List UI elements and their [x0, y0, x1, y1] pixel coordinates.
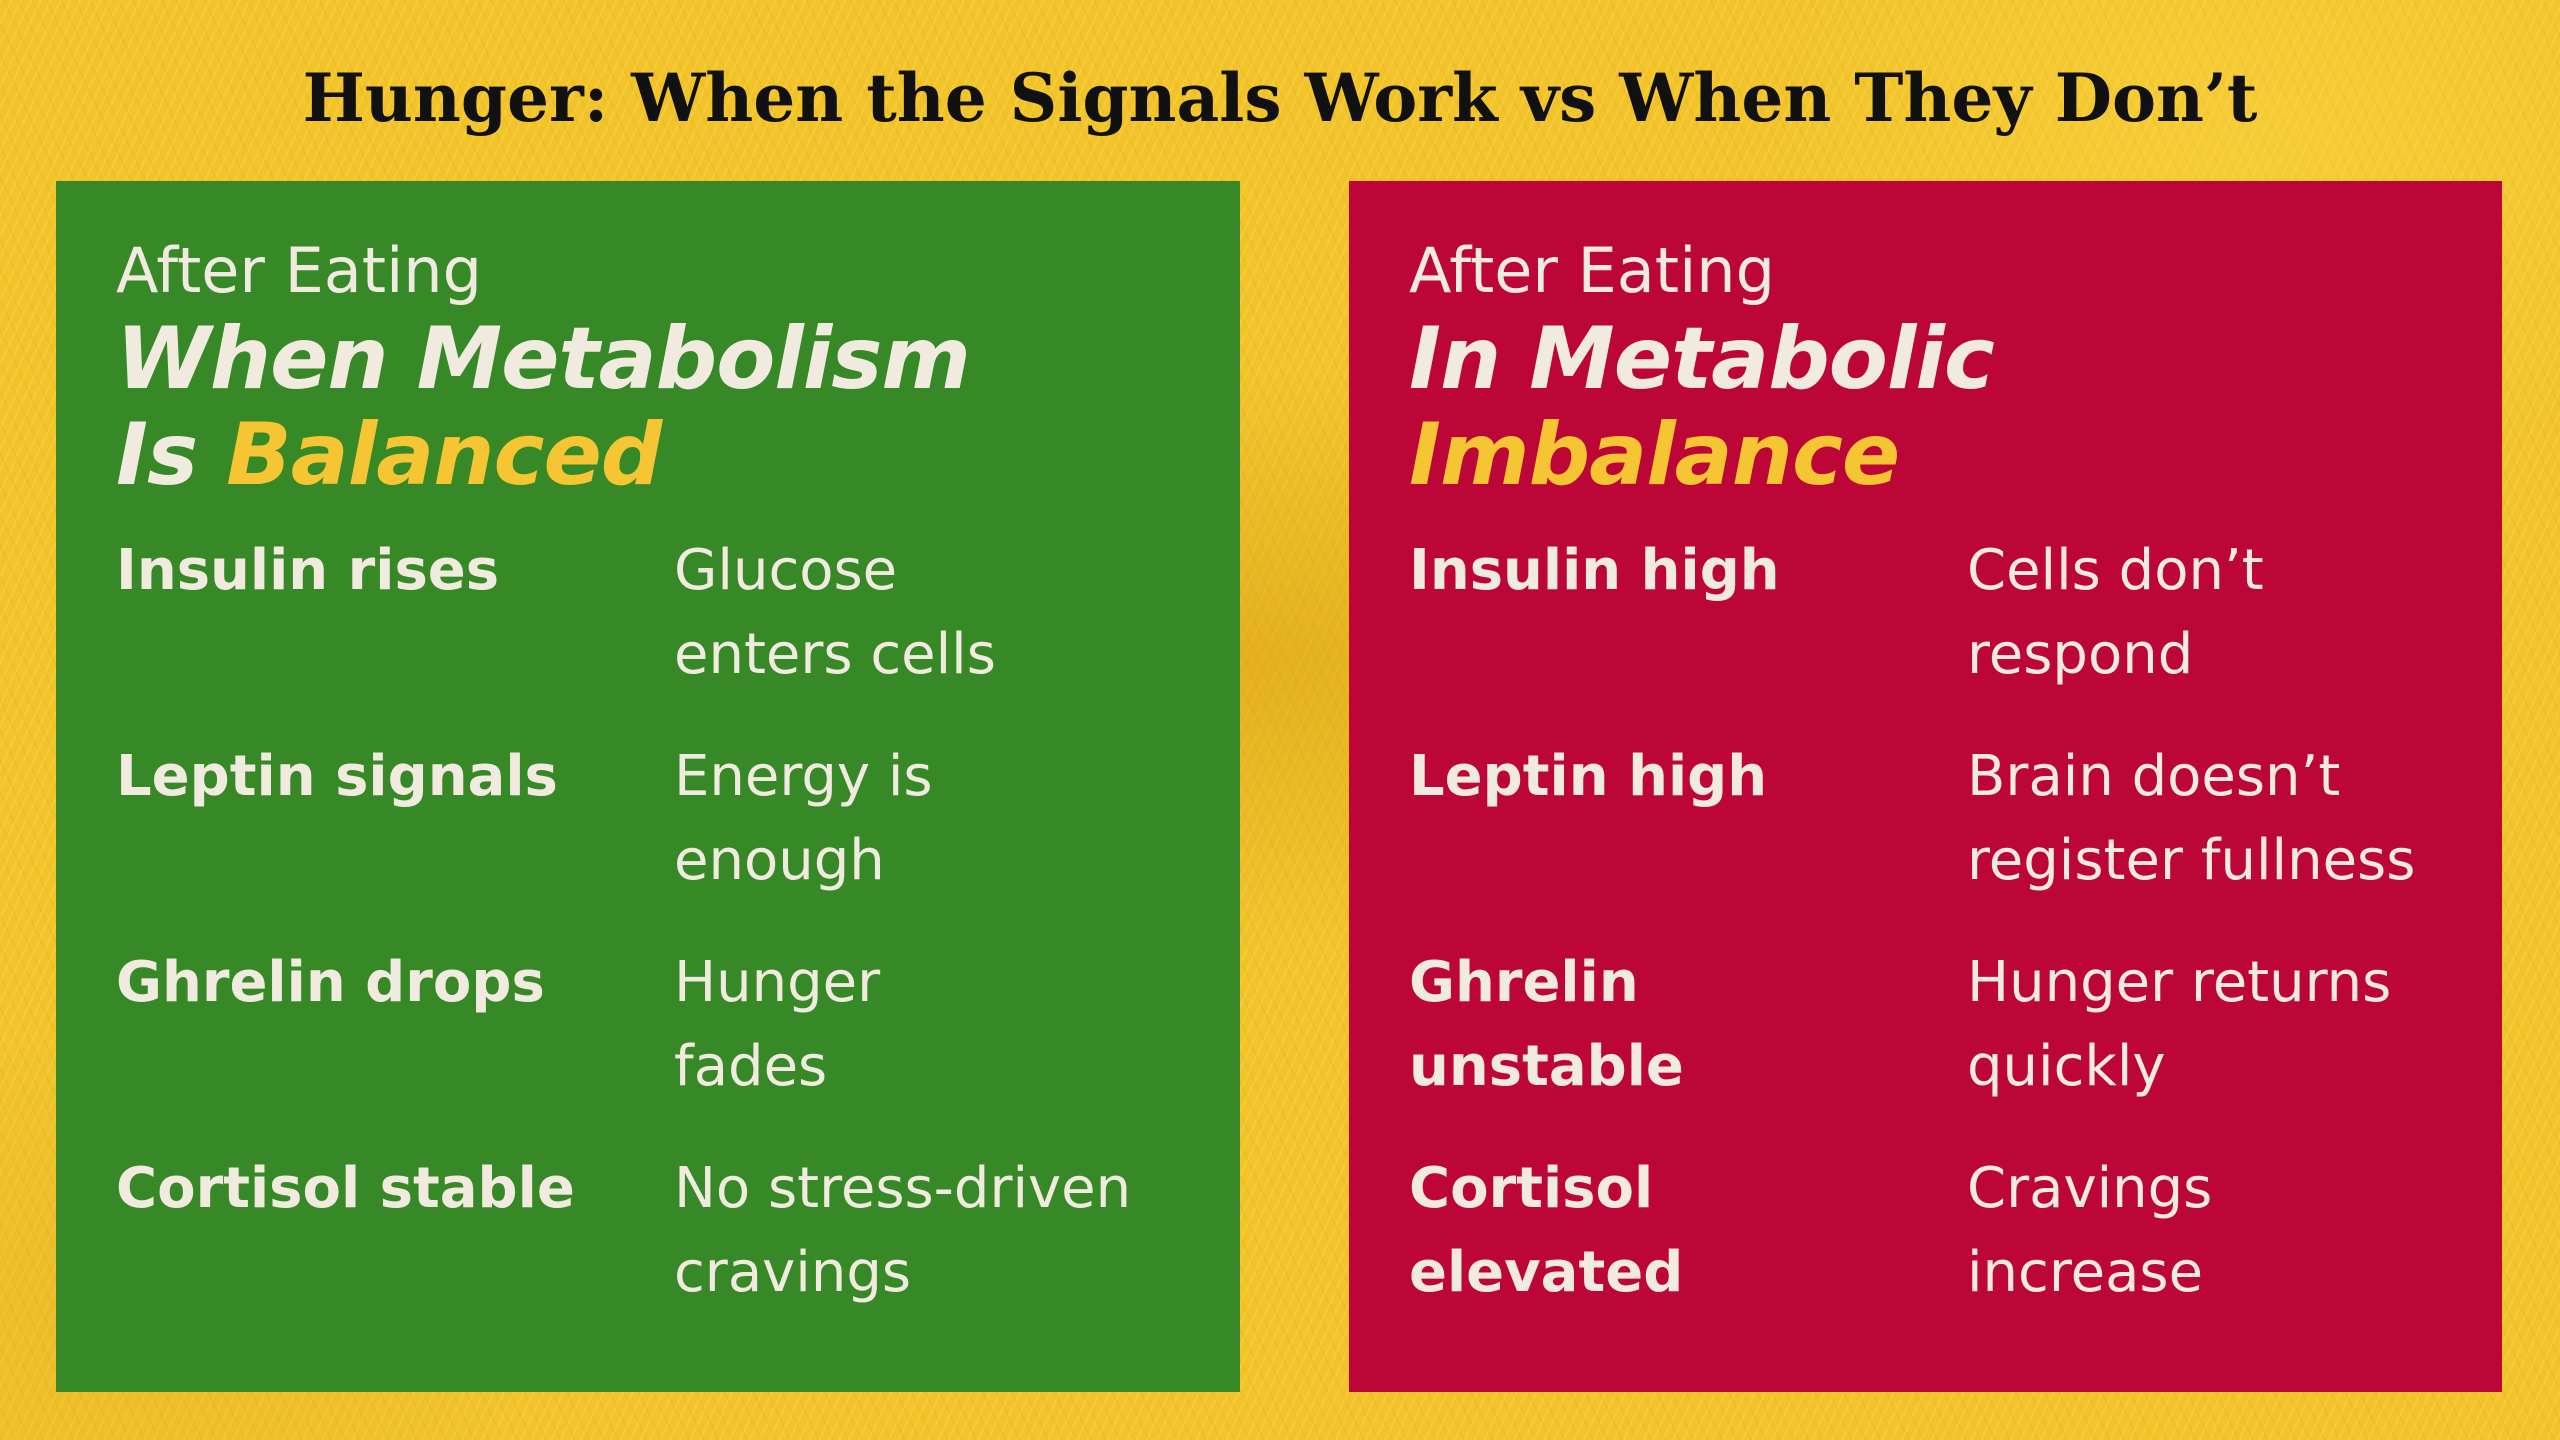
- value-line: Brain doesn’t: [1967, 744, 2341, 809]
- balanced-row-label: Insulin rises: [116, 529, 636, 613]
- label-line: elevated: [1409, 1240, 1684, 1305]
- balanced-row-value: Glucose enters cells: [674, 529, 1234, 697]
- imbalance-row-label: Leptin high: [1409, 735, 1929, 819]
- value-line: fades: [674, 1034, 828, 1099]
- imbalance-row-ghrelin: Ghrelin unstable Hunger returns quickly: [1409, 941, 2472, 1147]
- imbalance-headline-line1: In Metabolic: [1409, 309, 1995, 409]
- imbalance-row-leptin: Leptin high Brain doesn’t register fulln…: [1409, 735, 2472, 941]
- balanced-row-ghrelin: Ghrelin drops Hunger fades: [116, 941, 1210, 1147]
- balanced-headline: When Metabolism Is Balanced: [116, 311, 1210, 503]
- value-line: respond: [1967, 622, 2194, 687]
- balanced-row-value: Energy is enough: [674, 735, 1234, 903]
- label-line: Cortisol: [1409, 1156, 1654, 1221]
- page-title: Hunger: When the Signals Work vs When Th…: [302, 59, 2258, 137]
- value-line: No stress-driven: [674, 1156, 1132, 1221]
- balanced-panel: After Eating When Metabolism Is Balanced…: [56, 181, 1240, 1392]
- value-line: enters cells: [674, 622, 996, 687]
- imbalance-headline-accent: Imbalance: [1409, 405, 1900, 505]
- label-line: Leptin high: [1409, 744, 1768, 809]
- imbalance-row-insulin: Insulin high Cells don’t respond: [1409, 529, 2472, 735]
- imbalance-row-value: Cravings increase: [1967, 1147, 2507, 1315]
- label-line: Cortisol stable: [116, 1156, 575, 1221]
- imbalance-row-label: Insulin high: [1409, 529, 1929, 613]
- value-line: Hunger returns: [1967, 950, 2392, 1015]
- balanced-row-insulin: Insulin rises Glucose enters cells: [116, 529, 1210, 735]
- balanced-row-leptin: Leptin signals Energy is enough: [116, 735, 1210, 941]
- label-line: Ghrelin drops: [116, 950, 545, 1015]
- label-line: Insulin rises: [116, 538, 500, 603]
- value-line: quickly: [1967, 1034, 2166, 1099]
- balanced-row-label: Cortisol stable: [116, 1147, 636, 1231]
- value-line: Cells don’t: [1967, 538, 2264, 603]
- imbalance-panel: After Eating In Metabolic Imbalance Insu…: [1349, 181, 2502, 1392]
- balanced-panel-content: After Eating When Metabolism Is Balanced…: [116, 231, 1210, 1353]
- balanced-headline-line1: When Metabolism: [116, 309, 971, 409]
- value-line: Glucose: [674, 538, 898, 603]
- balanced-headline-accent: Balanced: [226, 405, 662, 505]
- balanced-headline-line2: Is Balanced: [116, 407, 1210, 503]
- imbalance-panel-content: After Eating In Metabolic Imbalance Insu…: [1409, 231, 2472, 1353]
- imbalance-row-label: Cortisol elevated: [1409, 1147, 1929, 1315]
- imbalance-hormone-list: Insulin high Cells don’t respond Leptin …: [1409, 529, 2472, 1353]
- value-line: Hunger: [674, 950, 881, 1015]
- value-line: increase: [1967, 1240, 2204, 1305]
- value-line: cravings: [674, 1240, 912, 1305]
- imbalance-row-value: Cells don’t respond: [1967, 529, 2507, 697]
- imbalance-headline: In Metabolic Imbalance: [1409, 311, 2472, 503]
- balanced-row-label: Ghrelin drops: [116, 941, 636, 1025]
- balanced-row-label: Leptin signals: [116, 735, 636, 819]
- imbalance-row-value: Brain doesn’t register fullness: [1967, 735, 2507, 903]
- value-line: register fullness: [1967, 828, 2416, 893]
- balanced-row-value: No stress-driven cravings: [674, 1147, 1234, 1315]
- value-line: enough: [674, 828, 885, 893]
- balanced-eyebrow: After Eating: [116, 234, 482, 307]
- balanced-row-value: Hunger fades: [674, 941, 1234, 1109]
- imbalance-row-label: Ghrelin unstable: [1409, 941, 1929, 1109]
- imbalance-eyebrow: After Eating: [1409, 234, 1775, 307]
- balanced-headline-prefix: Is: [116, 405, 227, 505]
- label-line: Leptin signals: [116, 744, 558, 809]
- imbalance-row-value: Hunger returns quickly: [1967, 941, 2507, 1109]
- label-line: Ghrelin: [1409, 950, 1639, 1015]
- balanced-hormone-list: Insulin rises Glucose enters cells Lepti…: [116, 529, 1210, 1353]
- balanced-row-cortisol: Cortisol stable No stress-driven craving…: [116, 1147, 1210, 1353]
- label-line: Insulin high: [1409, 538, 1780, 603]
- value-line: Cravings: [1967, 1156, 2213, 1221]
- imbalance-row-cortisol: Cortisol elevated Cravings increase: [1409, 1147, 2472, 1353]
- value-line: Energy is: [674, 744, 933, 809]
- label-line: unstable: [1409, 1034, 1684, 1099]
